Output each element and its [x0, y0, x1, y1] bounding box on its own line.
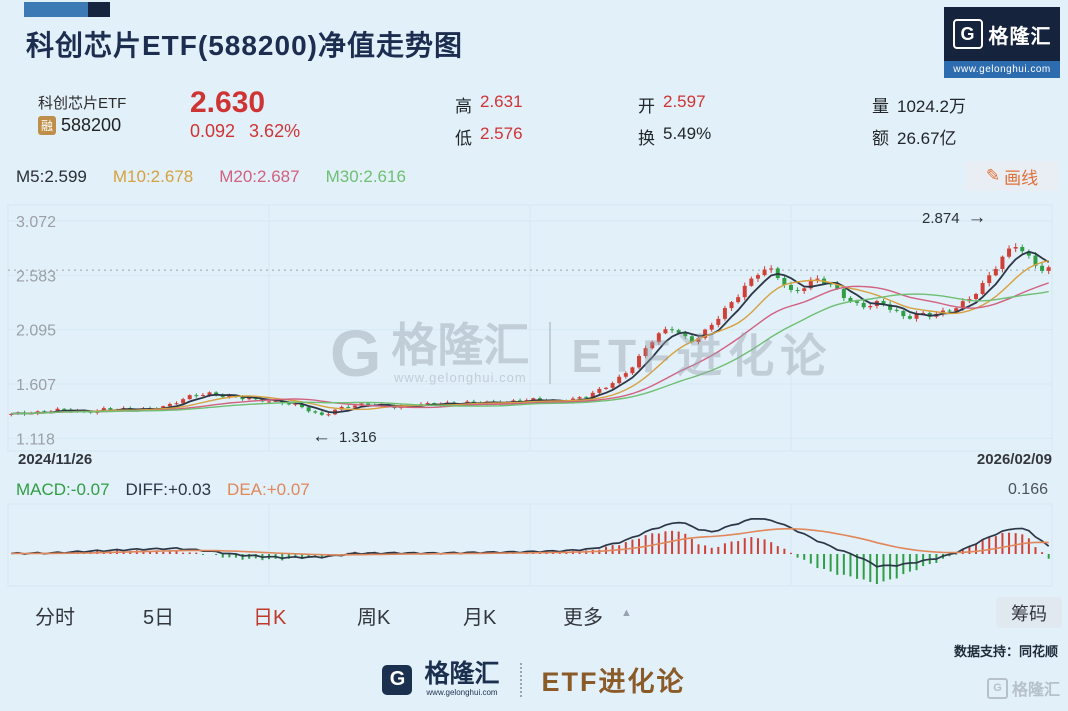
- candlestick-chart[interactable]: 3.072 2.583 2.095 1.607 1.118: [0, 195, 1068, 461]
- gelonghui-brand-text: 格隆汇: [988, 25, 1052, 48]
- ma-indicator-row: M5:2.599 M10:2.678 M20:2.687 M30:2.616: [16, 167, 406, 187]
- fund-code: 588200: [61, 115, 122, 135]
- page-title: 科创芯片ETF(588200)净值走势图: [26, 30, 463, 61]
- ma30-value: M30:2.616: [325, 167, 406, 186]
- watermark-sub-brand: ETF进化论: [571, 330, 833, 382]
- macd-value: MACD:-0.07: [16, 480, 110, 499]
- corner-brand: 格隆汇: [1011, 682, 1060, 699]
- svg-text:2.095: 2.095: [16, 323, 56, 340]
- footer-url: www.gelonghui.com: [426, 688, 498, 697]
- footer-sub-brand: ETF进化论: [541, 667, 686, 697]
- low-value: 2.576: [480, 124, 523, 143]
- corner-watermark: G 格隆汇: [986, 676, 1060, 700]
- fund-name: 科创芯片ETF: [38, 95, 127, 112]
- tab-intraday[interactable]: 分时: [35, 607, 75, 629]
- open-turnover-column: 开 2.597 换 5.49%: [638, 92, 711, 149]
- gelonghui-logo: G 格隆汇 www.gelonghui.com: [944, 7, 1060, 78]
- low-annotation-value: 1.316: [339, 428, 377, 446]
- turnover-label: 换: [638, 129, 655, 148]
- header-deco-navy: [88, 2, 110, 17]
- low-annotation: ← 1.316: [312, 426, 377, 448]
- corner-g-icon: G: [986, 677, 1008, 699]
- svg-text:3.072: 3.072: [16, 214, 56, 231]
- volume-value: 1024.2万: [897, 97, 966, 116]
- price-change-row: 0.092 3.62%: [190, 121, 300, 142]
- ma5-value: M5:2.599: [16, 167, 87, 186]
- amount-label: 额: [872, 129, 889, 148]
- watermark-url: www.gelonghui.com: [394, 369, 527, 385]
- tab-more[interactable]: 更多: [563, 607, 603, 629]
- watermark-g-icon: G: [330, 316, 382, 390]
- high-low-column: 高 2.631 低 2.576: [455, 92, 523, 149]
- low-label: 低: [455, 129, 472, 148]
- price-change-pct: 3.62%: [249, 121, 301, 141]
- turnover-value: 5.49%: [663, 124, 712, 143]
- left-arrow-icon: ←: [312, 426, 331, 447]
- tab-weekly-k[interactable]: 周K: [357, 607, 391, 629]
- dea-value: DEA:+0.07: [227, 480, 310, 499]
- footer-g-icon: G: [382, 664, 413, 695]
- draw-line-label: 画线: [1004, 168, 1039, 188]
- pencil-icon: ✎: [985, 166, 1001, 185]
- header-deco-blue: [24, 2, 88, 17]
- high-annotation: 2.874 →: [922, 207, 987, 229]
- high-label: 高: [455, 97, 472, 116]
- right-arrow-icon: →: [967, 207, 987, 228]
- ma10-value: M10:2.678: [112, 167, 194, 186]
- last-price: 2.630: [190, 86, 266, 119]
- x-axis-end-date: 2026/02/09: [976, 451, 1052, 468]
- footer-brand-row: G 格隆汇 www.gelonghui.com ETF进化论: [0, 660, 1068, 699]
- margin-badge: 融: [38, 116, 57, 135]
- watermark-divider: [549, 322, 552, 384]
- tab-daily-k[interactable]: 日K: [253, 607, 287, 629]
- tab-monthly-k[interactable]: 月K: [463, 607, 497, 629]
- watermark-brand: 格隆汇: [391, 318, 530, 371]
- chart-watermark: G 格隆汇 www.gelonghui.com ETF进化论: [330, 320, 832, 386]
- data-support-text: 数据支持：同花顺: [953, 644, 1058, 659]
- tab-5day[interactable]: 5日: [143, 607, 175, 629]
- open-value: 2.597: [663, 92, 706, 111]
- macd-chart[interactable]: [0, 500, 1068, 590]
- macd-indicator-row: MACD:-0.07 DIFF:+0.03 DEA:+0.07: [16, 480, 310, 500]
- more-collapse-arrow-icon[interactable]: ▲: [621, 607, 632, 619]
- svg-text:1.118: 1.118: [16, 431, 55, 448]
- high-annotation-value: 2.874: [922, 209, 960, 227]
- volume-label: 量: [872, 97, 889, 116]
- price-change: 0.092: [190, 121, 236, 141]
- svg-text:1.607: 1.607: [16, 377, 56, 394]
- gelonghui-url: www.gelonghui.com: [944, 61, 1060, 78]
- svg-text:2.583: 2.583: [16, 268, 56, 285]
- x-axis-start-date: 2024/11/26: [18, 451, 93, 468]
- macd-scale-max: 0.166: [1007, 481, 1048, 498]
- high-value: 2.631: [480, 92, 523, 111]
- fund-code-row: 融 588200: [38, 115, 121, 136]
- footer-divider: [519, 662, 522, 697]
- chips-distribution-button[interactable]: 筹码: [996, 597, 1062, 628]
- ma20-value: M20:2.687: [219, 167, 300, 186]
- amount-value: 26.67亿: [897, 129, 957, 148]
- volume-amount-column: 量 1024.2万 额 26.67亿: [872, 92, 966, 149]
- diff-value: DIFF:+0.03: [125, 480, 212, 499]
- gelonghui-g-icon: G: [952, 19, 983, 49]
- footer-brand: 格隆汇: [424, 660, 500, 688]
- open-label: 开: [638, 97, 655, 116]
- draw-line-button[interactable]: ✎ 画线: [966, 161, 1058, 191]
